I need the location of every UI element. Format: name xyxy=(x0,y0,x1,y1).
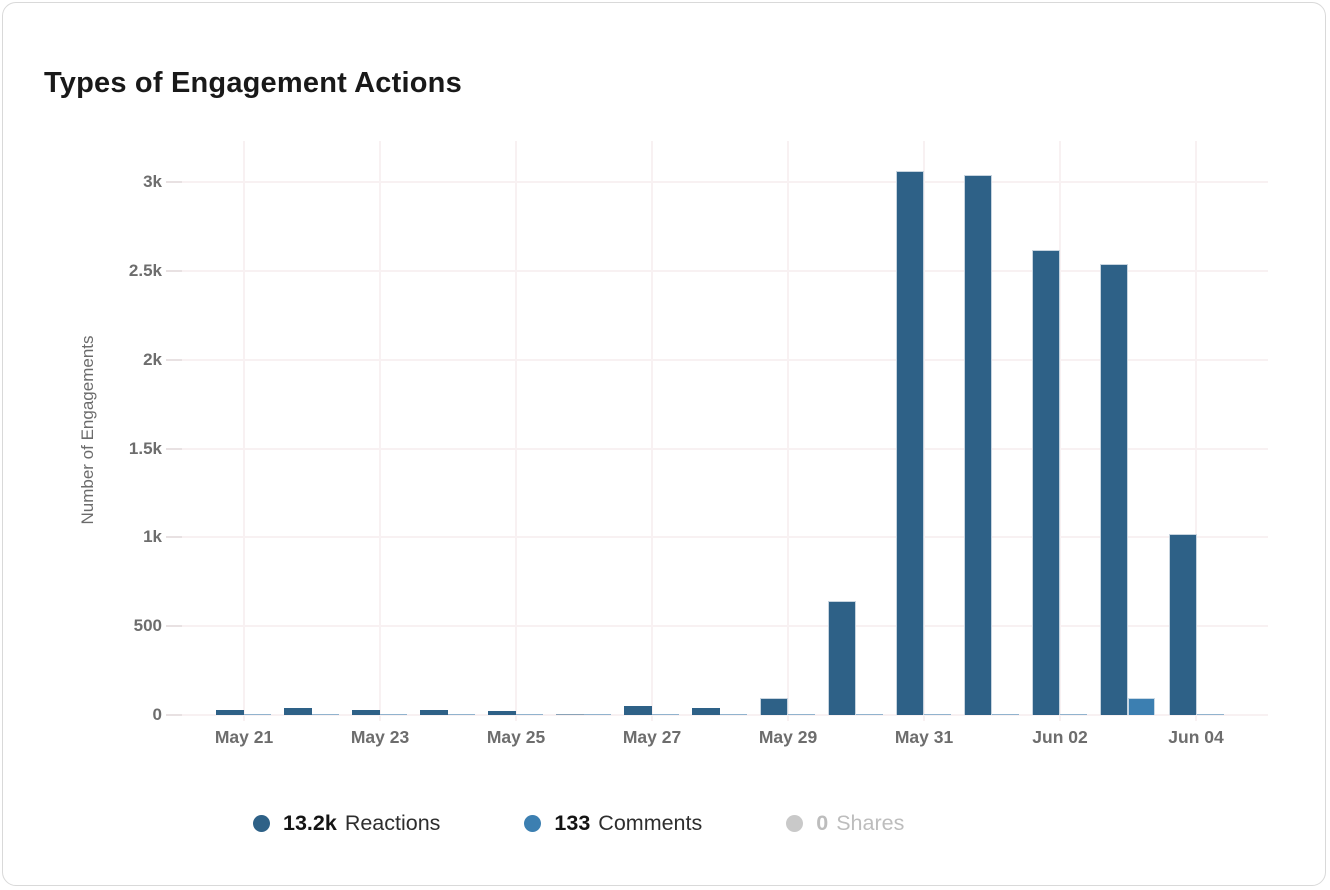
comments-bar-may-25[interactable] xyxy=(515,713,543,715)
gridline-horizontal xyxy=(182,270,1268,272)
comments-bar-may-26[interactable] xyxy=(584,713,611,715)
reactions-bar-may-21[interactable] xyxy=(215,709,244,715)
x-tick-label: Jun 02 xyxy=(1032,727,1088,747)
legend-count: 0 xyxy=(816,811,829,835)
reactions-bar-may-30[interactable] xyxy=(828,601,857,715)
legend-dot-icon xyxy=(253,815,270,832)
y-tick-label: 2.5k xyxy=(128,261,162,280)
legend-dot-icon xyxy=(786,815,804,832)
gridline-vertical xyxy=(379,141,381,721)
legend-label: Reactions xyxy=(344,811,441,835)
comments-bar-may-23[interactable] xyxy=(379,713,407,715)
gridline-horizontal xyxy=(182,359,1268,361)
reactions-bar-may-27[interactable] xyxy=(624,706,652,715)
reactions-bar-jun-04[interactable] xyxy=(1168,533,1197,715)
gridline-vertical xyxy=(515,141,517,721)
y-tick-mark xyxy=(166,625,182,627)
gridline-horizontal xyxy=(182,714,1268,716)
gridline-horizontal xyxy=(182,181,1268,183)
legend-item-shares[interactable]: 0 Shares xyxy=(786,811,904,836)
comments-bar-may-24[interactable] xyxy=(447,713,475,715)
comments-bar-jun-02[interactable] xyxy=(1060,713,1088,715)
legend-label: Shares xyxy=(836,811,905,835)
y-tick-label: 3k xyxy=(143,172,162,191)
reactions-bar-may-22[interactable] xyxy=(283,708,312,715)
x-tick-label: May 21 xyxy=(214,727,274,747)
reactions-bar-may-26[interactable] xyxy=(556,713,584,715)
x-tick-label: May 29 xyxy=(758,727,818,747)
comments-bar-jun-03[interactable] xyxy=(1128,698,1156,715)
comments-bar-jun-04[interactable] xyxy=(1196,713,1224,715)
reactions-bar-may-31[interactable] xyxy=(896,171,925,715)
x-tick-label: May 25 xyxy=(486,727,546,747)
comments-bar-may-22[interactable] xyxy=(311,713,339,715)
gridline-horizontal xyxy=(182,448,1268,450)
legend: 13.2k Reactions 133 Comments 0 Shares xyxy=(253,811,904,836)
comments-bar-may-31[interactable] xyxy=(924,713,952,715)
reactions-bar-may-28[interactable] xyxy=(692,708,721,715)
legend-item-comments[interactable]: 133 Comments xyxy=(524,811,702,836)
comments-bar-may-29[interactable] xyxy=(788,713,816,715)
legend-dot-icon xyxy=(524,815,542,832)
comments-bar-may-27[interactable] xyxy=(652,713,679,715)
comments-bar-may-30[interactable] xyxy=(856,713,884,715)
y-tick-mark xyxy=(166,270,182,272)
gridline-vertical xyxy=(1195,141,1197,721)
reactions-bar-jun-02[interactable] xyxy=(1032,249,1061,715)
gridline-horizontal xyxy=(182,536,1268,538)
y-tick-label: 500 xyxy=(133,616,162,635)
y-tick-mark xyxy=(166,536,182,538)
legend-label: Comments xyxy=(598,811,703,835)
reactions-bar-may-25[interactable] xyxy=(487,711,516,715)
chart-title: Types of Engagement Actions xyxy=(44,67,462,100)
reactions-bar-jun-03[interactable] xyxy=(1100,263,1129,715)
x-tick-label: May 27 xyxy=(622,727,682,747)
y-tick-label: 2k xyxy=(143,350,162,369)
reactions-bar-may-24[interactable] xyxy=(419,710,448,715)
comments-bar-may-21[interactable] xyxy=(243,713,271,715)
y-tick-mark xyxy=(166,181,182,183)
x-tick-label: Jun 04 xyxy=(1168,727,1224,747)
gridline-horizontal xyxy=(182,625,1268,627)
reactions-bar-jun-01[interactable] xyxy=(964,174,993,715)
legend-count: 133 xyxy=(554,811,591,835)
legend-count: 13.2k xyxy=(283,811,337,835)
y-tick-mark xyxy=(166,448,182,450)
y-tick-label: 1k xyxy=(143,527,162,546)
gridline-vertical xyxy=(787,141,789,721)
y-tick-label: 0 xyxy=(152,705,162,724)
legend-item-reactions[interactable]: 13.2k Reactions xyxy=(253,811,440,836)
gridline-vertical xyxy=(651,141,653,721)
reactions-bar-may-29[interactable] xyxy=(760,698,789,715)
x-tick-label: May 23 xyxy=(350,727,410,747)
comments-bar-may-28[interactable] xyxy=(720,713,748,715)
y-tick-label: 1.5k xyxy=(128,439,162,458)
y-tick-mark xyxy=(166,714,182,716)
x-tick-label: May 31 xyxy=(894,727,954,747)
comments-bar-jun-01[interactable] xyxy=(992,713,1020,715)
reactions-bar-may-23[interactable] xyxy=(351,710,380,715)
gridline-vertical xyxy=(243,141,245,721)
y-tick-mark xyxy=(166,359,182,361)
